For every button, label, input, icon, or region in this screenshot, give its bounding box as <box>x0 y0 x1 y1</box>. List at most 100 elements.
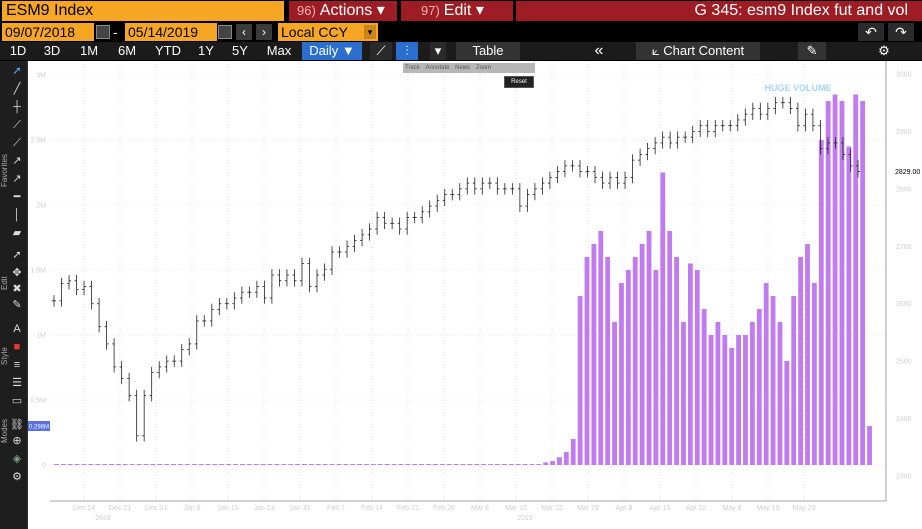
channel-icon[interactable]: ▰ <box>12 227 22 239</box>
chart-content-icon: ⟀ <box>651 43 660 58</box>
range-1d-button[interactable]: 1D <box>9 43 27 58</box>
edit-menu-button[interactable]: 97) Edit ▾ <box>401 1 513 21</box>
trend-icon[interactable]: ⟋ <box>13 137 21 149</box>
volume-bar <box>150 464 156 465</box>
volume-bar <box>405 464 411 465</box>
layers-icon[interactable]: ◈ <box>12 453 22 465</box>
frequency-select[interactable]: Daily ▼ <box>302 42 362 60</box>
x-tick-label: Dec 31 <box>145 505 167 512</box>
volume-bar <box>184 464 190 465</box>
table-button[interactable]: Table <box>456 42 520 60</box>
date-separator: - <box>113 24 118 40</box>
x-tick-label: Mar 15 <box>505 505 527 512</box>
volume-bar <box>591 244 597 465</box>
bar-chart-icon[interactable]: ⫶ <box>396 42 418 60</box>
trend-icon[interactable]: ⟋ <box>13 119 21 131</box>
arrow-icon[interactable]: ↗ <box>12 155 22 167</box>
pointer-icon[interactable]: ➚ <box>12 65 22 77</box>
volume-bar <box>763 283 769 465</box>
volume-bar <box>625 270 631 465</box>
volume-bar <box>708 335 714 465</box>
redo-icon[interactable]: ↷ <box>888 23 914 41</box>
left-axis-panel <box>28 61 50 501</box>
color-icon[interactable]: ■ <box>13 341 21 353</box>
start-date-field[interactable]: 09/07/2018 <box>2 23 94 41</box>
volume-bar <box>384 464 390 465</box>
vertical-line-icon[interactable]: │ <box>13 209 21 221</box>
range-6m-button[interactable]: 6M <box>117 43 137 58</box>
delete-icon[interactable]: ✖ <box>12 283 22 295</box>
frequency-value: Daily <box>309 43 339 58</box>
x-tick-label: Mar 29 <box>577 505 599 512</box>
volume-bar <box>563 452 569 465</box>
left-tick-label: 1M <box>36 333 46 340</box>
volume-bar <box>377 464 383 465</box>
annotate-button[interactable]: Annotate <box>425 65 450 71</box>
calendar-icon[interactable] <box>218 25 232 39</box>
pencil-icon[interactable]: ✎ <box>798 42 826 60</box>
line-width-icon[interactable]: ☰ <box>12 377 22 389</box>
volume-bar <box>777 322 783 465</box>
mode-icon[interactable]: ⊕ <box>12 435 22 447</box>
range-5y-button[interactable]: 5Y <box>232 43 248 58</box>
range-3d-button[interactable]: 3D <box>43 43 61 58</box>
news-button[interactable]: News <box>455 65 471 71</box>
undo-icon[interactable]: ↶ <box>858 23 884 41</box>
volume-bar <box>74 464 80 465</box>
volume-bar <box>660 172 666 465</box>
chart-content-button[interactable]: ⟀ Chart Content <box>636 42 760 60</box>
volume-bar <box>639 244 645 465</box>
currency-select[interactable]: Local CCY ▾ <box>278 23 378 41</box>
right-axis-panel <box>886 61 922 501</box>
volume-bar <box>529 464 535 465</box>
reset-button[interactable]: Reset <box>504 76 534 88</box>
range-ytd-button[interactable]: YTD <box>155 43 181 58</box>
range-1y-button[interactable]: 1Y <box>198 43 214 58</box>
range-max-button[interactable]: Max <box>266 43 292 58</box>
volume-bar <box>860 101 866 465</box>
line-style-icon[interactable]: ≡ <box>13 359 21 371</box>
select-icon[interactable]: ➚ <box>12 249 22 261</box>
text-icon[interactable]: A <box>13 323 21 335</box>
chevron-right-icon[interactable]: › <box>256 24 272 40</box>
line-tool-icon[interactable]: ╱ <box>13 83 21 95</box>
volume-bar <box>171 464 176 465</box>
style-label: Style <box>0 347 9 365</box>
chart-area[interactable]: Dec 14 Dec 21 Dec 31 Jan 8 Jan 15 Jan 23 Jan 3… <box>28 61 922 529</box>
end-date-field[interactable]: 05/14/2019 <box>125 23 217 41</box>
settings-icon[interactable]: ⚙ <box>12 471 22 483</box>
chevron-left-icon[interactable]: ‹ <box>236 24 252 40</box>
volume-bar <box>577 296 583 465</box>
pencil-icon[interactable]: ✎ <box>12 299 22 311</box>
chevron-down-icon[interactable]: ▾ <box>364 25 376 39</box>
gear-icon[interactable]: ⚙ <box>872 42 896 60</box>
range-1m-button[interactable]: 1M <box>79 43 99 58</box>
calendar-icon[interactable] <box>96 25 110 39</box>
double-chevron-left-icon[interactable]: « <box>588 42 610 60</box>
volume-bar <box>350 464 356 465</box>
move-icon[interactable]: ✥ <box>12 267 22 279</box>
ticker-field[interactable]: ESM9 Index <box>2 1 284 21</box>
zoom-button[interactable]: Zoom <box>475 65 492 71</box>
right-tick-label: 2400 <box>896 416 912 423</box>
crosshair-icon[interactable]: ┼ <box>13 101 21 113</box>
left-tick-label: 3M <box>36 73 46 80</box>
volume-bar <box>791 296 797 465</box>
horizontal-line-icon[interactable]: ━ <box>13 191 21 203</box>
fill-icon[interactable]: ▭ <box>11 395 23 407</box>
last-price-tag: 2829.00 <box>895 169 920 176</box>
link-icon[interactable]: ⛓ <box>10 419 24 431</box>
track-button[interactable]: Track <box>405 65 420 71</box>
line-chart-icon[interactable]: ⟋ <box>370 42 392 60</box>
volume-bar <box>818 140 824 465</box>
volume-bar <box>446 464 452 465</box>
volume-bar <box>274 464 280 465</box>
volume-bar <box>240 464 245 465</box>
chevron-down-icon[interactable]: ▾ <box>430 42 446 60</box>
volume-bar <box>191 464 197 465</box>
x-tick-label: Apr 15 <box>650 505 671 512</box>
right-tick-label: 2800 <box>896 186 912 193</box>
volume-bar <box>302 464 307 465</box>
actions-menu-button[interactable]: 96) Actions ▾ <box>289 1 397 21</box>
arrow-icon[interactable]: ↗ <box>12 173 22 185</box>
